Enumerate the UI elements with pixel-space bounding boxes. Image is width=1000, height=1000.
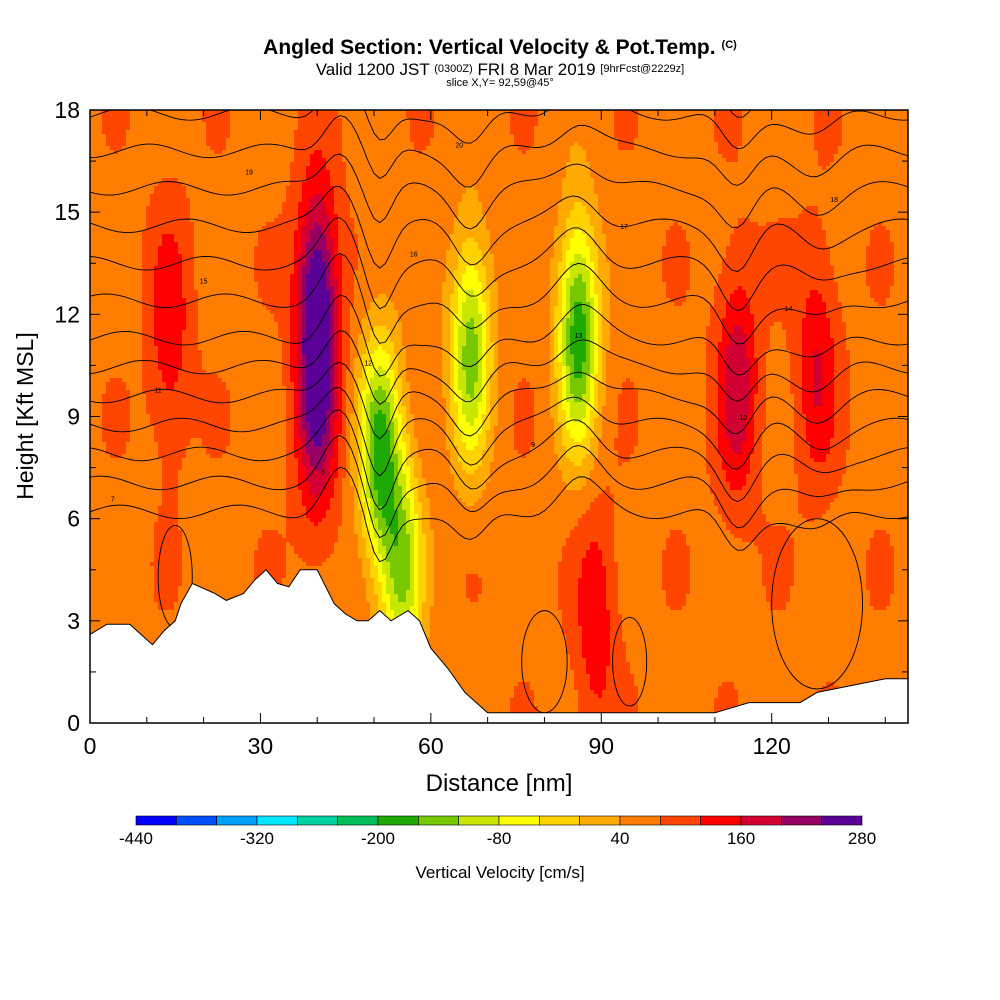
isentrope-line	[90, 153, 908, 230]
isentrope-line	[90, 361, 908, 440]
isentrope-label: 7	[111, 497, 115, 504]
colorbar-swatch	[821, 815, 863, 826]
colorbar-swatch	[579, 815, 621, 826]
x-tick-label: 30	[248, 733, 274, 759]
terrain	[90, 569, 908, 723]
colorbar-swatch	[781, 815, 822, 826]
valid-utc: (0300Z)	[434, 63, 473, 75]
chart-title: Angled Section: Vertical Velocity & Pot.…	[0, 36, 1000, 60]
y-tick-label: 6	[67, 506, 80, 532]
velocity-field	[90, 110, 908, 723]
isentrope-label: 20	[455, 142, 463, 149]
isentrope-line	[90, 330, 908, 405]
colorbar: -440 -320 -200 -80 40 160 280	[119, 815, 876, 848]
terrain-mask	[90, 569, 908, 723]
colorbar-label: Vertical Velocity [cm/s]	[0, 863, 1000, 883]
axes: 0 30 60 90 120 0 3 6 9 12 15 18	[54, 97, 908, 759]
colorbar-swatch	[377, 815, 419, 826]
chart-title-text: Angled Section: Vertical Velocity & Pot.…	[263, 36, 715, 59]
isentrope-contour	[612, 616, 648, 707]
colorbar-swatch	[619, 815, 661, 826]
colorbar-tick-label: -200	[361, 829, 395, 848]
isentrope-label: 9	[531, 442, 535, 449]
isentrope-label: 17	[620, 224, 628, 231]
y-tick-label: 18	[54, 97, 80, 123]
y-tick-label: 3	[67, 608, 80, 634]
isentrope-line	[90, 110, 908, 150]
colorbar-swatch	[740, 815, 782, 826]
isentrope-label: 18	[830, 197, 838, 204]
y-tick-label: 15	[54, 199, 80, 225]
colorbar-swatch	[256, 815, 298, 826]
x-tick-label: 90	[588, 733, 614, 759]
colorbar-tick-label: 280	[848, 829, 876, 848]
y-tick-label: 12	[54, 301, 80, 327]
x-tick-label: 0	[84, 733, 97, 759]
colorbar-tick-label: 40	[611, 829, 630, 848]
isentrope-contour	[771, 518, 864, 690]
x-tick-label: 60	[418, 733, 444, 759]
isentrope-line	[90, 387, 908, 477]
isentrope-line	[90, 252, 908, 345]
y-tick-label: 9	[67, 404, 80, 430]
isentrope-line	[90, 186, 908, 272]
isentrope-line	[90, 217, 908, 312]
colorbar-swatch	[418, 815, 459, 826]
colorbar-swatch	[216, 815, 258, 826]
isentrope-line	[90, 466, 908, 563]
colorbar-swatch	[458, 815, 500, 826]
colorbar-swatch	[297, 815, 338, 826]
colorbar-swatch	[176, 815, 217, 826]
isentrope-contours: 7 8 9 10 11 12 13 14 15 16 17 18 19 20	[90, 110, 908, 714]
colorbar-tick-label: -320	[240, 829, 274, 848]
isentrope-label: 13	[575, 333, 583, 340]
isentrope-label: 16	[410, 251, 418, 258]
colorbar-tick-label: -440	[119, 829, 153, 848]
isentrope-label: 14	[785, 306, 793, 313]
title-tag: (C)	[722, 39, 737, 51]
slice-label: slice X,Y= 92,59@45°	[0, 77, 1000, 89]
x-tick-label: 120	[752, 733, 790, 759]
y-axis-label: Height [Kft MSL]	[12, 332, 38, 499]
colorbar-tick-label: 160	[727, 829, 755, 848]
isentrope-line	[90, 294, 908, 377]
colorbar-tick-label: -80	[487, 829, 512, 848]
forecast-info: [9hrFcst@2229z]	[600, 63, 684, 75]
isentrope-line	[90, 115, 908, 188]
x-axis-label: Distance [nm]	[426, 770, 573, 797]
colorbar-swatch	[700, 815, 742, 826]
isentrope-label: 11	[155, 388, 162, 395]
isentrope-line	[90, 409, 908, 511]
isentrope-line	[729, 110, 752, 118]
colorbar-swatch	[498, 815, 540, 826]
valid-prefix: Valid 1200 JST	[316, 60, 430, 79]
isentrope-line	[90, 434, 908, 539]
valid-date: FRI 8 Mar 2019	[477, 60, 595, 79]
colorbar-swatch	[660, 815, 701, 826]
y-tick-label: 0	[67, 710, 80, 736]
isentrope-label: 12	[364, 360, 372, 367]
isentrope-label: 10	[739, 415, 747, 422]
colorbar-swatch	[135, 815, 177, 826]
colorbar-swatch	[337, 815, 379, 826]
isentrope-label: 19	[245, 170, 253, 177]
isentrope-label: 8	[321, 469, 325, 476]
chart-subtitle: Valid 1200 JST (0300Z) FRI 8 Mar 2019 [9…	[0, 60, 1000, 80]
colorbar-swatch	[539, 815, 580, 826]
isentrope-label: 15	[200, 279, 208, 286]
